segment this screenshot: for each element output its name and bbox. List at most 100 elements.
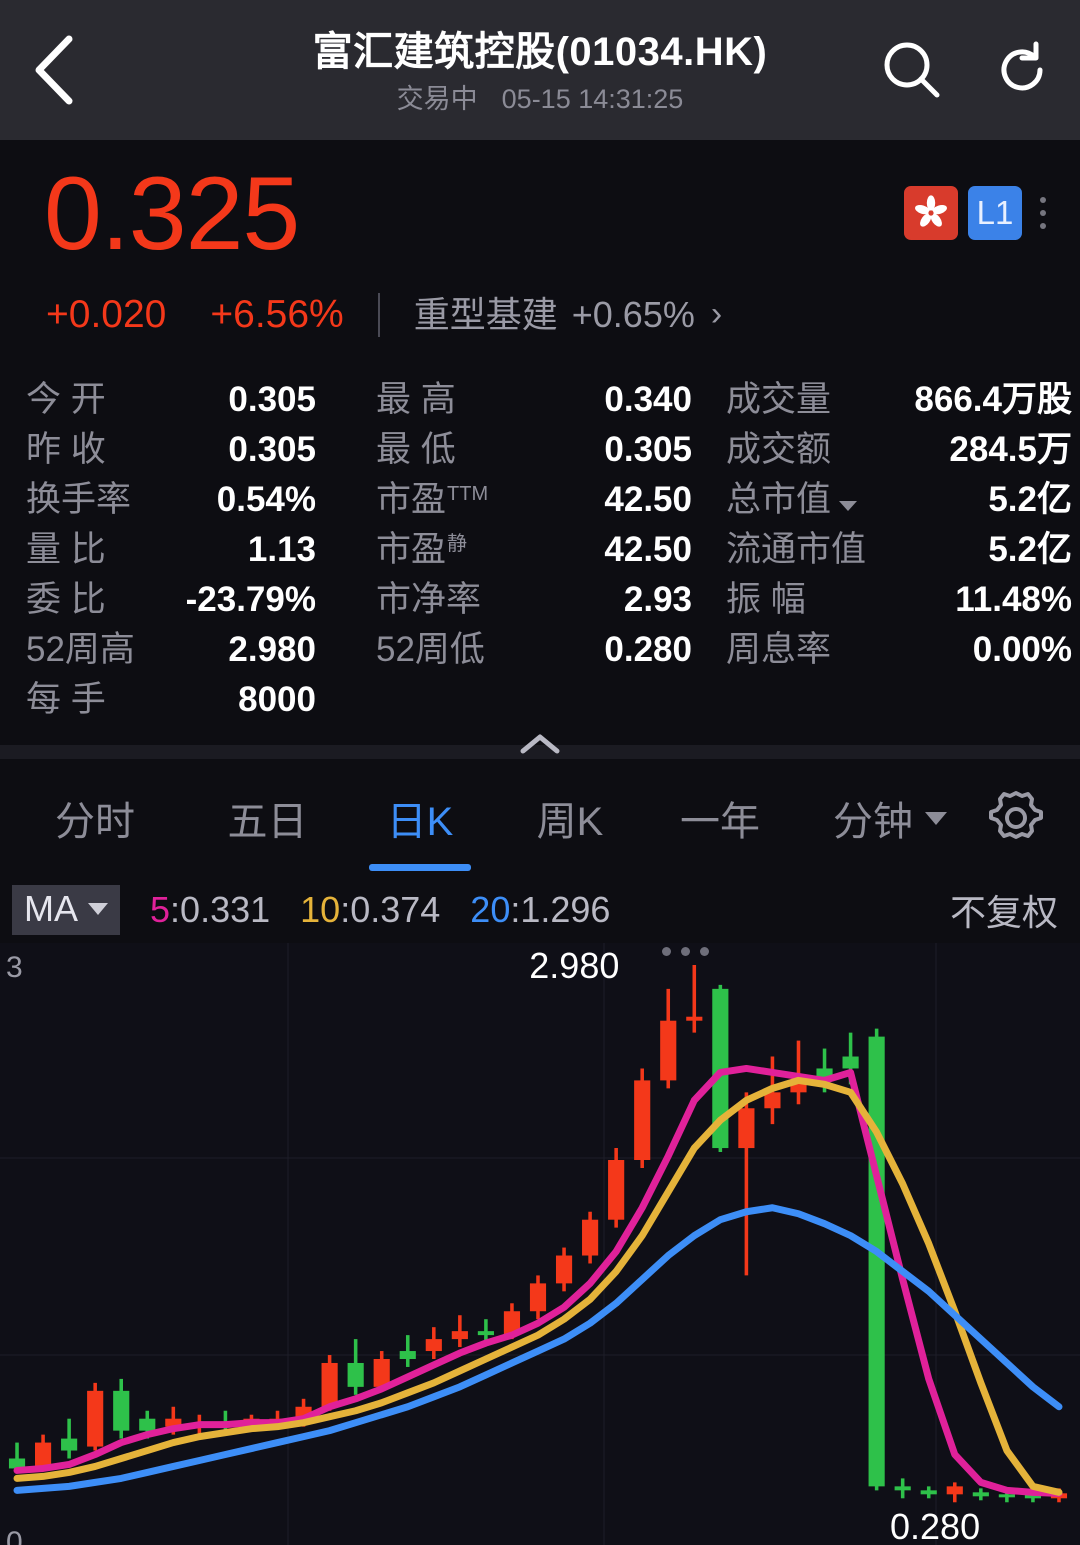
stat-label: 今 开 (26, 380, 106, 419)
tab-daily-k[interactable]: 日K (345, 759, 495, 877)
stat-value: -23.79% (185, 580, 316, 619)
stat-value: 1.13 (247, 530, 316, 569)
stat-label: 换手率 (26, 480, 132, 519)
stat-value: 284.5万 (949, 430, 1072, 469)
chevron-down-icon (925, 811, 947, 825)
tab-five-day[interactable]: 五日 (227, 800, 308, 844)
quote-level-badge: L1 (968, 186, 1022, 240)
stat-label: 量 比 (26, 530, 106, 569)
period-low-label: 0.280 (890, 1506, 981, 1545)
stat-value: 0.00% (972, 630, 1072, 669)
stat-cell-empty (726, 671, 1080, 721)
price-change: +0.020 (46, 292, 167, 336)
sector-link[interactable]: 重型基建 +0.65% › (414, 292, 722, 337)
market-status: 交易中 (396, 84, 478, 114)
stat-cell: 周息率 0.00% (726, 621, 1080, 671)
stat-label: 52周低 (376, 630, 485, 669)
ma5-value: 0.331 (180, 889, 271, 930)
stat-value: 0.340 (604, 380, 692, 419)
sector-change: +0.65% (571, 294, 695, 335)
adjust-mode-button[interactable]: 不复权 (949, 892, 1058, 933)
ma5-period: 5 (150, 889, 171, 930)
more-vertical-icon[interactable] (1032, 186, 1054, 240)
stat-label: 流通市值 (726, 530, 867, 569)
tab-weekly-k[interactable]: 周K (536, 800, 604, 844)
stat-label: 每 手 (26, 680, 106, 719)
stat-value: 5.2亿 (988, 480, 1072, 519)
tab-minutes[interactable]: 分钟 (795, 759, 985, 877)
ma10-value: 0.374 (350, 889, 441, 930)
chevron-down-icon (88, 903, 108, 915)
stat-label: 最 高 (376, 380, 456, 419)
search-icon (884, 42, 940, 98)
stat-label: 委 比 (26, 580, 106, 619)
app-header: 富汇建筑控股(01034.HK) 交易中 05-15 14:31:25 (0, 0, 1080, 140)
stat-label: 振 幅 (726, 580, 806, 619)
ma-indicator-button[interactable]: MA (12, 885, 120, 935)
stats-grid: 今 开 0.305 最 高 0.340 成交量 866.4万股 昨 收 0.305 最 … (26, 371, 1072, 721)
stat-cell[interactable]: 总市值 5.2亿 (726, 471, 1080, 521)
stat-cell: 换手率 0.54% (26, 471, 376, 521)
collapse-stats-button[interactable] (26, 721, 1054, 767)
stat-cell: 今 开 0.305 (26, 371, 376, 421)
stat-cell: 成交量 866.4万股 (726, 371, 1080, 421)
candlestick-chart[interactable]: 3 2.980 0.280 (0, 943, 1080, 1545)
stat-cell: 最 高 0.340 (376, 371, 726, 421)
tab-one-year[interactable]: 一年 (680, 800, 760, 844)
stat-label-superscript: TTM (447, 483, 489, 505)
stat-value: 0.305 (228, 380, 316, 419)
badge-group: L1 (904, 186, 1054, 240)
header-actions (870, 28, 1064, 112)
ma5-legend: 5:0.331 (150, 889, 271, 930)
y-axis-max-label: 3 (6, 951, 23, 984)
chart-settings-button[interactable] (985, 783, 1047, 853)
back-button[interactable] (14, 30, 94, 110)
ma20-legend: 20:1.296 (470, 889, 611, 930)
section-divider (0, 745, 1080, 759)
stat-cell: 委 比 -23.79% (26, 571, 376, 621)
price-change-percent: +6.56% (210, 292, 344, 336)
period-high-marker (662, 947, 710, 956)
quote-timestamp: 05-15 14:31:25 (501, 84, 684, 114)
stat-value: 2.93 (623, 580, 692, 619)
ma10-legend: 10:0.374 (300, 889, 441, 930)
stat-label: 总市值 (726, 471, 858, 522)
stat-label-superscript: 静 (447, 533, 468, 555)
search-button[interactable] (870, 28, 954, 112)
gear-icon (989, 791, 1043, 839)
chevron-right-icon: › (710, 295, 723, 333)
tab-fenshi[interactable]: 分时 (55, 800, 135, 844)
stat-value: 0.54% (216, 480, 316, 519)
stat-cell: 每 手 8000 (26, 671, 376, 721)
bauhinia-icon (915, 195, 947, 227)
chevron-left-icon (35, 35, 73, 105)
stat-cell-empty (376, 671, 726, 721)
stat-label: 52周高 (26, 630, 135, 669)
tab-minutes-label: 分钟 (833, 800, 913, 844)
stat-cell: 52周高 2.980 (26, 621, 376, 671)
stat-value: 42.50 (604, 530, 692, 569)
stat-cell: 振 幅 11.48% (726, 571, 1080, 621)
refresh-icon (1001, 41, 1043, 91)
stat-label: 最 低 (376, 430, 456, 469)
stat-label: 市净率 (376, 580, 482, 619)
stat-label: 市盈静 (376, 521, 467, 572)
refresh-button[interactable] (980, 28, 1064, 112)
stat-value: 42.50 (604, 480, 692, 519)
stat-label: 成交额 (726, 430, 832, 469)
chart-canvas (0, 943, 1080, 1545)
hk-flag-icon (904, 186, 958, 240)
stat-cell: 流通市值 5.2亿 (726, 521, 1080, 571)
stat-cell: 市盈静 42.50 (376, 521, 726, 571)
ma20-period: 20 (470, 889, 511, 930)
divider-line (377, 292, 380, 337)
chart-period-tabs: 分时 五日 日K 周K 一年 分钟 (0, 759, 1080, 877)
stat-label: 成交量 (726, 380, 832, 419)
stat-label: 昨 收 (26, 430, 106, 469)
stat-label: 市盈 TTM (376, 480, 489, 519)
stat-cell: 市净率 2.93 (376, 571, 726, 621)
stat-cell: 量 比 1.13 (26, 521, 376, 571)
period-high-label: 2.980 (529, 945, 620, 986)
quote-panel: 0.325 +0.020 +6.56% 重型基建 +0.65% › (0, 140, 1080, 754)
